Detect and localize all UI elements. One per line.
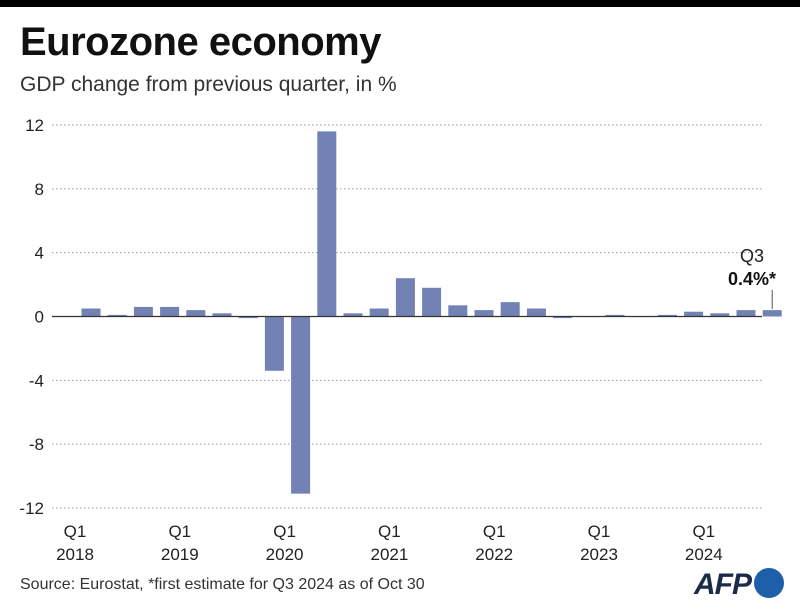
bar xyxy=(500,302,520,317)
bar xyxy=(710,313,730,317)
x-tick-quarter: Q1 xyxy=(692,522,715,541)
x-tick-year: 2024 xyxy=(685,545,723,564)
annotation-quarter: Q3 xyxy=(740,246,764,266)
bar xyxy=(553,316,573,319)
x-tick-year: 2020 xyxy=(266,545,304,564)
bar xyxy=(291,316,311,494)
bar xyxy=(395,278,415,317)
x-tick-year: 2021 xyxy=(370,545,408,564)
x-tick-quarter: Q1 xyxy=(64,522,87,541)
x-tick-year: 2022 xyxy=(475,545,513,564)
bar xyxy=(317,131,337,317)
x-tick-year: 2023 xyxy=(580,545,618,564)
y-tick-label: -8 xyxy=(29,435,44,454)
bar xyxy=(212,313,232,317)
globe-icon xyxy=(754,568,784,598)
bar xyxy=(474,310,494,317)
bar xyxy=(448,305,468,317)
bar xyxy=(343,313,363,317)
bar xyxy=(422,287,442,317)
bar xyxy=(526,308,546,317)
y-tick-label: 12 xyxy=(25,116,44,135)
x-tick-quarter: Q1 xyxy=(168,522,191,541)
bar xyxy=(605,314,625,317)
y-tick-label: -12 xyxy=(19,499,44,518)
afp-logo: AFP xyxy=(694,566,788,602)
top-rule xyxy=(0,0,800,7)
annotation-value: 0.4%* xyxy=(728,269,776,289)
y-tick-label: 8 xyxy=(35,180,44,199)
x-tick-quarter: Q1 xyxy=(378,522,401,541)
x-tick-quarter: Q1 xyxy=(483,522,506,541)
bar xyxy=(657,314,677,317)
bar xyxy=(160,306,180,317)
x-tick-quarter: Q1 xyxy=(588,522,611,541)
x-tick-year: 2018 xyxy=(56,545,94,564)
afp-logo-text: AFP xyxy=(694,568,752,601)
x-tick-year: 2019 xyxy=(161,545,199,564)
bar xyxy=(264,316,284,371)
bar xyxy=(762,310,782,317)
y-tick-label: 0 xyxy=(35,308,44,327)
source-note: Source: Eurostat, *first estimate for Q3… xyxy=(20,576,425,593)
bar xyxy=(133,306,153,317)
y-tick-label: -4 xyxy=(29,371,44,390)
bar xyxy=(186,310,206,317)
chart-subtitle: GDP change from previous quarter, in % xyxy=(20,73,397,96)
chart-title: Eurozone economy xyxy=(20,20,381,64)
x-tick-quarter: Q1 xyxy=(273,522,296,541)
bar xyxy=(81,308,101,317)
bar xyxy=(369,308,389,317)
bar xyxy=(736,310,756,317)
bar xyxy=(238,316,258,319)
bar xyxy=(684,311,704,317)
bar xyxy=(107,314,127,317)
y-tick-label: 4 xyxy=(35,244,44,263)
